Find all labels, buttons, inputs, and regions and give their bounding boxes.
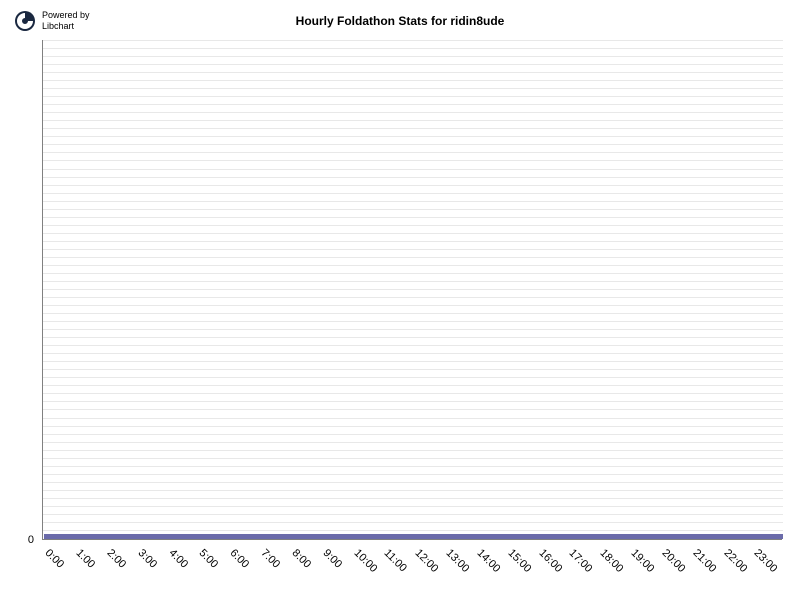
x-tick-label: 8:00 xyxy=(289,547,313,571)
gridline xyxy=(43,426,783,427)
gridline xyxy=(43,225,783,226)
gridline xyxy=(43,209,783,210)
gridline xyxy=(43,120,783,121)
gridline xyxy=(43,185,783,186)
gridline xyxy=(43,217,783,218)
x-tick-label: 20:00 xyxy=(659,547,687,575)
gridline xyxy=(43,321,783,322)
grid-lines xyxy=(43,40,783,538)
logo-text-line1: Powered by xyxy=(42,10,90,21)
x-tick-label: 22:00 xyxy=(721,547,749,575)
gridline xyxy=(43,96,783,97)
gridline xyxy=(43,442,783,443)
x-tick-label: 1:00 xyxy=(74,547,98,571)
gridline xyxy=(43,48,783,49)
gridline xyxy=(43,265,783,266)
x-tick-label: 9:00 xyxy=(320,547,344,571)
gridline xyxy=(43,401,783,402)
gridline xyxy=(43,257,783,258)
gridline xyxy=(43,128,783,129)
gridline xyxy=(43,337,783,338)
gridline xyxy=(43,88,783,89)
gridline xyxy=(43,385,783,386)
gridline xyxy=(43,313,783,314)
gridline xyxy=(43,514,783,515)
x-tick-label: 3:00 xyxy=(135,547,159,571)
gridline xyxy=(43,56,783,57)
gridline xyxy=(43,289,783,290)
x-tick-label: 13:00 xyxy=(444,547,472,575)
x-tick-label: 4:00 xyxy=(166,547,190,571)
gridline xyxy=(43,201,783,202)
chart-title: Hourly Foldathon Stats for ridin8ude xyxy=(296,14,505,28)
x-tick-label: 10:00 xyxy=(351,547,379,575)
gridline xyxy=(43,530,783,531)
x-tick-label: 15:00 xyxy=(505,547,533,575)
gridline xyxy=(43,112,783,113)
gridline xyxy=(43,474,783,475)
gridline xyxy=(43,104,783,105)
x-tick-label: 7:00 xyxy=(259,547,283,571)
gridline xyxy=(43,80,783,81)
gridline xyxy=(43,281,783,282)
x-tick-label: 11:00 xyxy=(382,547,409,574)
x-tick-labels: 0:00 1:002:00 3:00 4:00 5:00 6:00 7:008:00 9:00… xyxy=(42,545,782,595)
gridline xyxy=(43,40,783,41)
x-tick-label: 17:00 xyxy=(567,547,595,575)
gridline xyxy=(43,522,783,523)
y-tick-label-0: 0 xyxy=(28,534,34,546)
x-tick-label: 6:00 xyxy=(228,547,252,571)
x-tick-label: 2:00 xyxy=(104,547,128,571)
gridline xyxy=(43,482,783,483)
x-tick-label: 14:00 xyxy=(474,547,502,575)
logo-text: Powered by Libchart xyxy=(42,10,90,32)
gridline xyxy=(43,329,783,330)
gridline xyxy=(43,409,783,410)
x-tick-label: 12:00 xyxy=(413,547,441,575)
gridline xyxy=(43,169,783,170)
x-tick-label: 5:00 xyxy=(197,547,221,571)
gridline xyxy=(43,64,783,65)
gridline xyxy=(43,177,783,178)
gridline xyxy=(43,490,783,491)
x-tick-label: 0:00 xyxy=(43,547,67,571)
chart-container: 0 0:001:002:003:004:005:006:007:008:009:… xyxy=(42,40,782,540)
logo-area: Powered by Libchart xyxy=(14,10,90,32)
bottom-bar xyxy=(44,534,783,539)
gridline xyxy=(43,418,783,419)
gridline xyxy=(43,434,783,435)
gridline xyxy=(43,72,783,73)
gridline xyxy=(43,136,783,137)
x-tick-label: 16:00 xyxy=(536,547,564,575)
libchart-logo-icon xyxy=(14,10,36,32)
gridline xyxy=(43,450,783,451)
gridline xyxy=(43,345,783,346)
gridline xyxy=(43,393,783,394)
plot-area xyxy=(42,40,782,540)
x-tick-label: 19:00 xyxy=(629,547,657,575)
gridline xyxy=(43,193,783,194)
gridline xyxy=(43,241,783,242)
gridline xyxy=(43,361,783,362)
gridline xyxy=(43,305,783,306)
x-tick-label: 23:00 xyxy=(752,547,780,575)
gridline xyxy=(43,369,783,370)
gridline xyxy=(43,498,783,499)
gridline xyxy=(43,353,783,354)
gridline xyxy=(43,458,783,459)
gridline xyxy=(43,233,783,234)
x-tick-label: 18:00 xyxy=(598,547,626,575)
gridline xyxy=(43,506,783,507)
gridline xyxy=(43,152,783,153)
gridline xyxy=(43,297,783,298)
gridline xyxy=(43,144,783,145)
gridline xyxy=(43,466,783,467)
gridline xyxy=(43,160,783,161)
gridline xyxy=(43,273,783,274)
gridline xyxy=(43,249,783,250)
gridline xyxy=(43,377,783,378)
x-tick-label: 21:00 xyxy=(690,547,718,575)
logo-text-line2: Libchart xyxy=(42,21,90,32)
